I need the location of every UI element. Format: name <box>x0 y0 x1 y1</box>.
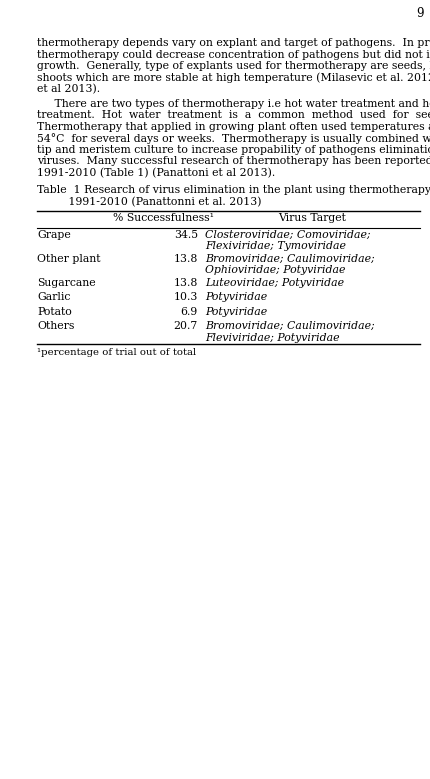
Text: Potyviridae: Potyviridae <box>205 292 267 302</box>
Text: tip and meristem culture to increase propability of pathogens elimination, such : tip and meristem culture to increase pro… <box>37 144 430 154</box>
Text: Fleviviridae; Potyviridae: Fleviviridae; Potyviridae <box>205 333 339 343</box>
Text: Thermotherapy that applied in growing plant often used temperatures around 35-: Thermotherapy that applied in growing pl… <box>37 122 430 132</box>
Text: 34.5: 34.5 <box>173 230 197 239</box>
Text: treatment.  Hot  water  treatment  is  a  common  method  used  for  seeds.: treatment. Hot water treatment is a comm… <box>37 110 430 120</box>
Text: 6.9: 6.9 <box>180 306 197 316</box>
Text: et al 2013).: et al 2013). <box>37 84 100 94</box>
Text: Table  1 Research of virus elimination in the plant using thermotherapy during: Table 1 Research of virus elimination in… <box>37 185 430 195</box>
Text: shoots which are more stable at high temperature (Milasevic et al. 2012; Panatto: shoots which are more stable at high tem… <box>37 72 430 83</box>
Text: Flexiviridae; Tymoviridae: Flexiviridae; Tymoviridae <box>205 241 345 251</box>
Text: 1991-2010 (Panattonni et al. 2013): 1991-2010 (Panattonni et al. 2013) <box>37 196 261 206</box>
Text: Luteoviridae; Potyviridae: Luteoviridae; Potyviridae <box>205 277 343 287</box>
Text: growth.  Generally, type of explants used for thermotherapy are seeds, bulb, and: growth. Generally, type of explants used… <box>37 61 430 71</box>
Text: 9: 9 <box>415 7 423 20</box>
Text: Bromoviridae; Caulimoviridae;: Bromoviridae; Caulimoviridae; <box>205 321 374 331</box>
Text: 13.8: 13.8 <box>173 253 197 263</box>
Text: Others: Others <box>37 321 74 331</box>
Text: Closteroviridae; Comoviridae;: Closteroviridae; Comoviridae; <box>205 230 370 239</box>
Text: Bromoviridae; Caulimoviridae;: Bromoviridae; Caulimoviridae; <box>205 253 374 263</box>
Text: Garlic: Garlic <box>37 292 70 302</box>
Text: Virus Target: Virus Target <box>278 213 346 223</box>
Text: thermotherapy could decrease concentration of pathogens but did not inhibit plan: thermotherapy could decrease concentrati… <box>37 50 430 59</box>
Text: Ophioviridae; Potyviridae: Ophioviridae; Potyviridae <box>205 265 344 275</box>
Text: % Successfulness¹: % Successfulness¹ <box>113 213 214 223</box>
Text: 10.3: 10.3 <box>173 292 197 302</box>
Text: 13.8: 13.8 <box>173 277 197 287</box>
Text: Potato: Potato <box>37 306 71 316</box>
Text: ¹percentage of trial out of total: ¹percentage of trial out of total <box>37 348 196 357</box>
Text: viruses.  Many successful research of thermotherapy has been reported for period: viruses. Many successful research of the… <box>37 156 430 166</box>
Text: Sugarcane: Sugarcane <box>37 277 95 287</box>
Text: Potyviridae: Potyviridae <box>205 306 267 316</box>
Text: 1991-2010 (Table 1) (Panattoni et al 2013).: 1991-2010 (Table 1) (Panattoni et al 201… <box>37 167 275 178</box>
Text: Grape: Grape <box>37 230 71 239</box>
Text: Other plant: Other plant <box>37 253 100 263</box>
Text: 54°C  for several days or weeks.  Thermotherapy is usually combined with shoot: 54°C for several days or weeks. Thermoth… <box>37 133 430 144</box>
Text: There are two types of thermotherapy i.e hot water treatment and hot air: There are two types of thermotherapy i.e… <box>37 98 430 108</box>
Text: thermotherapy depends vary on explant and target of pathogens.  In principal,: thermotherapy depends vary on explant an… <box>37 38 430 48</box>
Text: 20.7: 20.7 <box>173 321 197 331</box>
